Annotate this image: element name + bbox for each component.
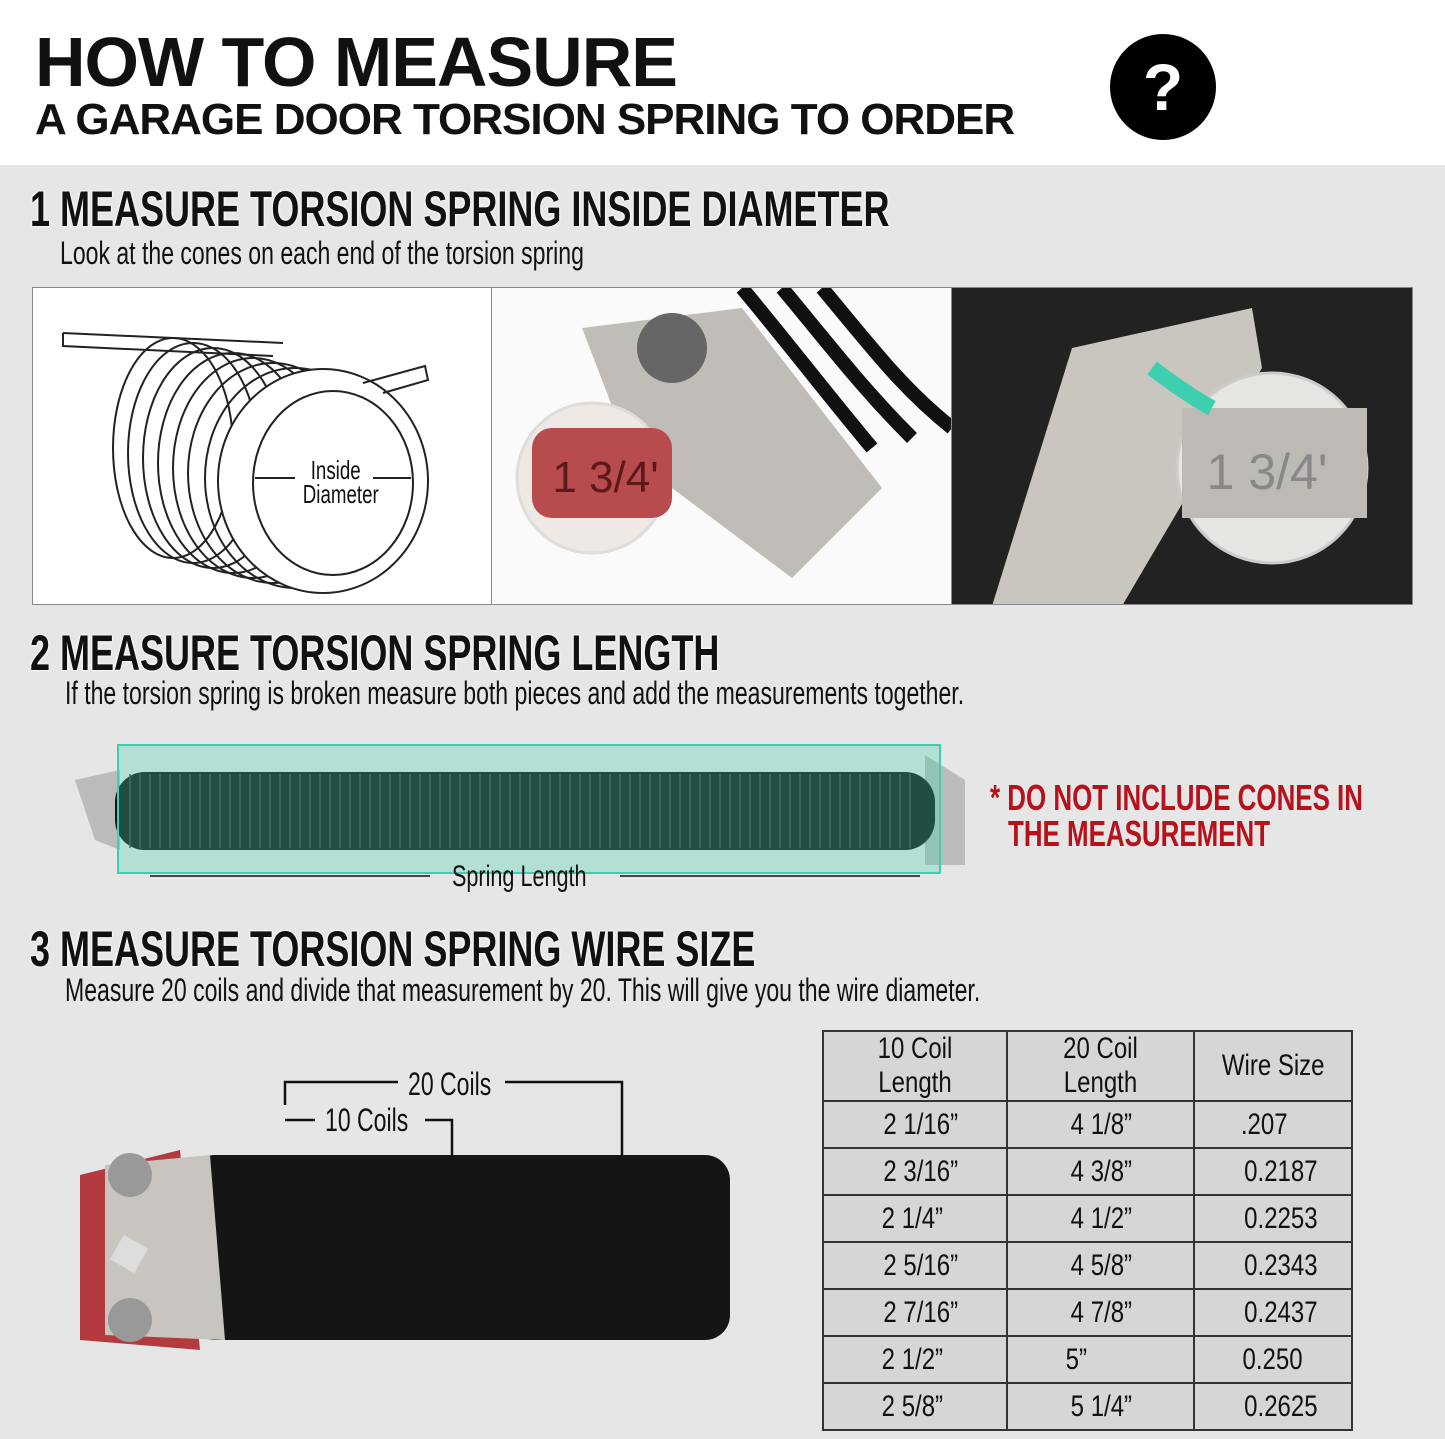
- ten-coils-label: 10 Coils: [325, 1102, 409, 1138]
- question-mark-icon: ?: [1110, 34, 1216, 140]
- step2-subheading: If the torsion spring is broken measure …: [65, 675, 965, 711]
- cell: 4 1/8”: [1070, 1107, 1133, 1141]
- cell: 2 7/16”: [883, 1295, 959, 1329]
- cell: 5”: [1065, 1342, 1088, 1376]
- cell: 0.250: [1242, 1342, 1303, 1376]
- cell: 2 3/16”: [883, 1154, 959, 1188]
- silver-cone-photo: 1 3/4': [951, 288, 1412, 604]
- cell: 2 5/8”: [881, 1389, 944, 1423]
- spring-length-image: [75, 744, 965, 877]
- note-line-2: THE MEASUREMENT: [1008, 813, 1271, 854]
- cell: 0.2187: [1244, 1154, 1318, 1188]
- cell: 2 5/16”: [883, 1248, 959, 1282]
- inside-diameter-images: Inside Diameter 1 3/4' 1 3/4': [32, 287, 1413, 605]
- silver-cone-size-label: 1 3/4': [1206, 444, 1328, 500]
- note-line-1: * DO NOT INCLUDE CONES IN: [990, 777, 1363, 818]
- cell: 5 1/4”: [1070, 1389, 1133, 1423]
- coil-lines: [129, 774, 911, 848]
- cell: 2 1/2”: [881, 1342, 944, 1376]
- step2-heading: 2 MEASURE TORSION SPRING LENGTH: [30, 625, 720, 681]
- table-row: 2 7/16” 4 7/8” 0.2437: [822, 1288, 1353, 1337]
- twenty-coils-label: 20 Coils: [408, 1066, 492, 1102]
- spring-diagram: Inside Diameter: [33, 288, 493, 604]
- silver-cone-image: [992, 308, 1369, 604]
- spring-length-label: Spring Length: [452, 860, 587, 893]
- red-cone-image: [515, 288, 951, 578]
- wire-size-spring-image: [80, 1080, 730, 1350]
- cell: 2 1/4”: [881, 1201, 944, 1235]
- table-row: 2 3/16” 4 3/8” 0.2187: [822, 1147, 1353, 1196]
- cell: 4 7/8”: [1070, 1295, 1133, 1329]
- cell: 0.2625: [1244, 1389, 1318, 1423]
- diameter-label: Diameter: [302, 479, 379, 509]
- inside-label: Inside: [310, 455, 361, 485]
- cell: 4 3/8”: [1070, 1154, 1133, 1188]
- column-header: 20 Coil Length: [1063, 1032, 1138, 1099]
- table-row: 2 1/16” 4 1/8” .207: [822, 1100, 1353, 1149]
- red-cone-size-label: 1 3/4': [552, 453, 659, 502]
- step3-heading: 3 MEASURE TORSION SPRING WIRE SIZE: [30, 921, 756, 977]
- cell: 0.2437: [1244, 1295, 1318, 1329]
- table-row: 2 5/8” 5 1/4” 0.2625: [822, 1382, 1353, 1431]
- length-highlight: [117, 744, 941, 874]
- table-row: 2 1/2” 5” 0.250: [822, 1335, 1353, 1384]
- cone-warning-note: * DO NOT INCLUDE CONES IN THE MEASUREMEN…: [990, 780, 1445, 852]
- cell: 4 1/2”: [1070, 1201, 1133, 1235]
- step3-subheading: Measure 20 coils and divide that measure…: [65, 972, 981, 1008]
- table-header-row: 10 Coil Length 20 Coil Length Wire Size: [822, 1030, 1353, 1102]
- cell: 0.2343: [1244, 1248, 1318, 1282]
- cell: 0.2253: [1244, 1201, 1318, 1235]
- red-cone-photo: 1 3/4': [492, 288, 952, 604]
- step1-heading: 1 MEASURE TORSION SPRING INSIDE DIAMETER: [30, 181, 890, 237]
- step1-subheading: Look at the cones on each end of the tor…: [60, 235, 584, 271]
- wire-size-table: 10 Coil Length 20 Coil Length Wire Size …: [822, 1030, 1353, 1431]
- spring-coil-diagram: [62, 332, 430, 594]
- column-header: Wire Size: [1221, 1049, 1325, 1082]
- cell: .207: [1240, 1107, 1288, 1141]
- table-row: 2 5/16” 4 5/8” 0.2343: [822, 1241, 1353, 1290]
- table-row: 2 1/4” 4 1/2” 0.2253: [822, 1194, 1353, 1243]
- column-header: 10 Coil Length: [877, 1032, 953, 1099]
- page-subtitle: A GARAGE DOOR TORSION SPRING TO ORDER: [35, 95, 1015, 144]
- cell: 2 1/16”: [883, 1107, 959, 1141]
- cell: 4 5/8”: [1070, 1248, 1133, 1282]
- page-title: HOW TO MEASURE: [35, 23, 678, 101]
